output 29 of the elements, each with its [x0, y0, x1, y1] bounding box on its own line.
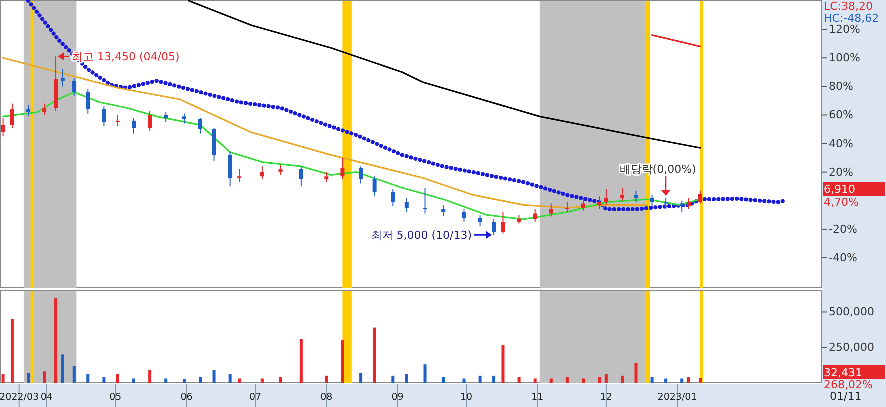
- y-tick-label: 250,000: [829, 341, 874, 354]
- x-tick-label: 11: [532, 392, 544, 403]
- x-tick-label: 07: [250, 392, 262, 403]
- x-tick-label: 04: [40, 392, 53, 403]
- x-tick-label: 06: [180, 392, 193, 403]
- y-tick-label: 60%: [829, 108, 854, 122]
- y-tick-label: 500,000: [829, 306, 874, 319]
- y-tick-label: 40%: [829, 137, 854, 150]
- text: 4,70%: [824, 196, 859, 210]
- text: HC:-48,62: [824, 12, 880, 25]
- x-tick-label: 10: [460, 392, 473, 403]
- y-tick-label: 100%: [829, 52, 860, 65]
- y-tick-label: 120%: [829, 23, 860, 36]
- x-tick-label: 2023/01: [658, 392, 698, 403]
- y-tick-label: -20%: [829, 222, 858, 236]
- text: 01/11: [830, 390, 862, 403]
- text: 32,431: [824, 366, 862, 380]
- y-tick-label: -40%: [829, 252, 858, 265]
- x-tick-label: 05: [110, 392, 122, 403]
- text: 6,910: [824, 183, 856, 196]
- y-tick-label: 80%: [829, 80, 854, 94]
- x-tick-label: 09: [392, 392, 404, 403]
- x-tick-label: 12: [600, 392, 612, 403]
- y-tick-label: 20%: [829, 166, 854, 179]
- x-tick-label: 08: [320, 392, 333, 403]
- text: 268,02%: [824, 378, 873, 392]
- annotation: 최저 5,000 (10/13): [371, 229, 472, 242]
- text: LC:38,20: [824, 0, 874, 13]
- x-tick-label: 2022/03: [0, 392, 40, 403]
